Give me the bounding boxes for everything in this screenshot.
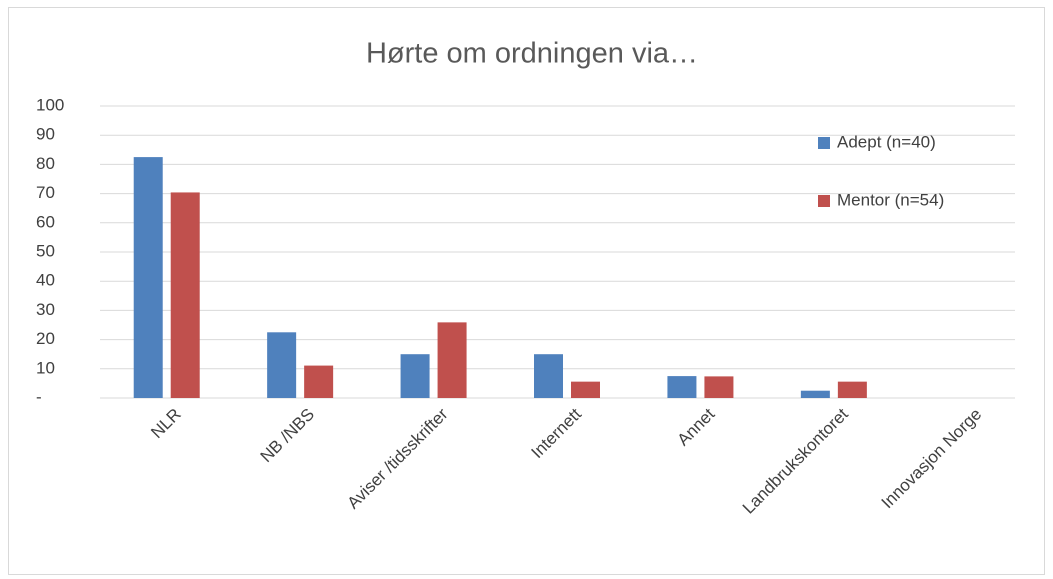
legend-swatch (818, 137, 830, 149)
bar (534, 354, 563, 398)
legend-label: Mentor (n=54) (837, 190, 944, 209)
chart-title: Hørte om ordningen via… (366, 38, 698, 70)
bar (571, 381, 600, 398)
bar (437, 322, 467, 398)
legend-label: Adept (n=40) (837, 132, 936, 151)
bar (267, 332, 297, 398)
y-tick-label: 50 (36, 241, 55, 260)
y-tick-label: 20 (36, 329, 55, 348)
y-tick-label: 100 (36, 95, 64, 114)
y-tick-label: 70 (36, 183, 55, 202)
bar (704, 376, 734, 398)
legend-swatch (818, 195, 830, 207)
y-tick-label: 10 (36, 358, 55, 377)
bar (133, 157, 163, 398)
y-tick-label: 40 (36, 271, 55, 290)
y-tick-label: 60 (36, 212, 55, 231)
bar (667, 376, 697, 398)
y-tick-label: 90 (36, 125, 55, 144)
bar (837, 381, 867, 398)
y-tick-label: - (36, 387, 42, 406)
bar (800, 390, 830, 398)
y-tick-label: 30 (36, 300, 55, 319)
bar (170, 192, 200, 398)
y-tick-label: 80 (36, 154, 55, 173)
bar (304, 365, 334, 398)
bar (400, 354, 430, 398)
